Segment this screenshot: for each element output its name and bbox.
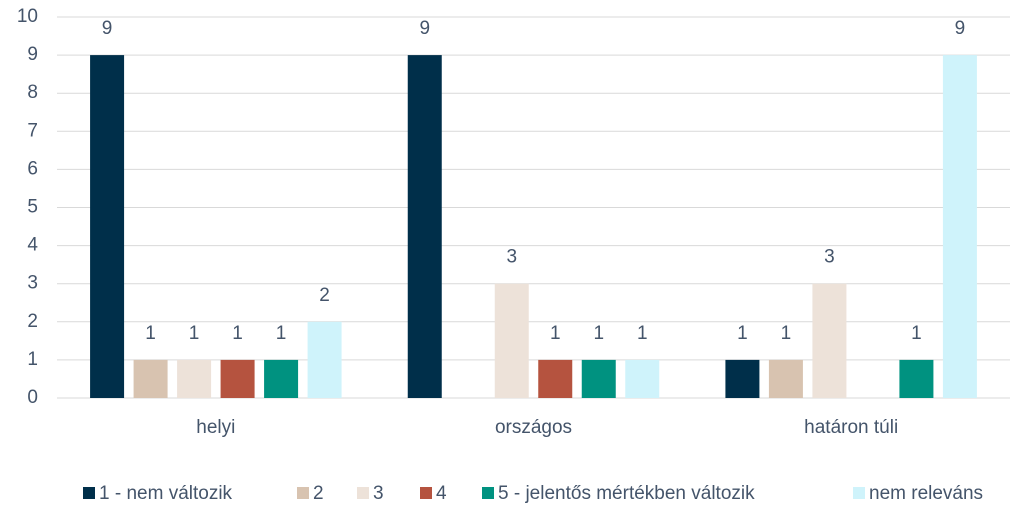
bar <box>307 321 342 398</box>
bar <box>407 55 442 398</box>
legend-label: nem releváns <box>869 483 983 504</box>
data-label: 9 <box>419 18 430 39</box>
bar <box>220 359 255 398</box>
bar <box>494 283 529 398</box>
bar <box>133 359 168 398</box>
x-tick-label: helyi <box>196 417 235 438</box>
data-label: 1 <box>189 323 200 344</box>
bar <box>264 359 299 398</box>
bar <box>768 359 803 398</box>
bar <box>581 359 616 398</box>
y-tick-label: 10 <box>17 6 38 27</box>
bar <box>942 55 977 398</box>
y-tick-label: 2 <box>27 311 38 332</box>
legend-label: 3 <box>373 483 384 504</box>
data-label: 1 <box>593 323 604 344</box>
data-label: 1 <box>550 323 561 344</box>
y-tick-label: 1 <box>27 349 38 370</box>
data-label: 9 <box>955 18 966 39</box>
bar <box>538 359 573 398</box>
bar <box>625 359 660 398</box>
y-tick-label: 9 <box>27 44 38 65</box>
y-tick-label: 8 <box>27 82 38 103</box>
y-tick-label: 4 <box>27 235 38 256</box>
bar <box>725 359 760 398</box>
bar <box>177 359 212 398</box>
y-tick-label: 5 <box>27 197 38 218</box>
data-label: 1 <box>737 323 748 344</box>
data-label: 9 <box>102 18 113 39</box>
bar <box>90 55 125 398</box>
legend-swatch <box>297 487 309 499</box>
legend-swatch <box>83 487 95 499</box>
y-tick-label: 7 <box>27 120 38 141</box>
data-label: 3 <box>506 247 517 268</box>
bar <box>899 359 934 398</box>
data-label: 2 <box>319 285 330 306</box>
legend-label: 5 - jelentős mértékben változik <box>498 483 755 504</box>
data-label: 1 <box>145 323 156 344</box>
legend-label: 2 <box>313 483 324 504</box>
x-tick-label: határon túli <box>804 417 898 438</box>
y-tick-label: 6 <box>27 158 38 179</box>
data-label: 1 <box>781 323 792 344</box>
data-label: 1 <box>637 323 648 344</box>
data-label: 1 <box>232 323 243 344</box>
legend-swatch <box>482 487 494 499</box>
y-tick-label: 3 <box>27 273 38 294</box>
legend-label: 1 - nem változik <box>99 483 233 504</box>
data-label: 1 <box>911 323 922 344</box>
y-tick-label: 0 <box>27 387 38 408</box>
data-label: 1 <box>276 323 287 344</box>
legend-label: 4 <box>436 483 447 504</box>
x-tick-label: országos <box>495 417 572 438</box>
bar <box>812 283 847 398</box>
legend-swatch <box>853 487 865 499</box>
data-label: 3 <box>824 247 835 268</box>
legend-swatch <box>420 487 432 499</box>
legend-swatch <box>357 487 369 499</box>
